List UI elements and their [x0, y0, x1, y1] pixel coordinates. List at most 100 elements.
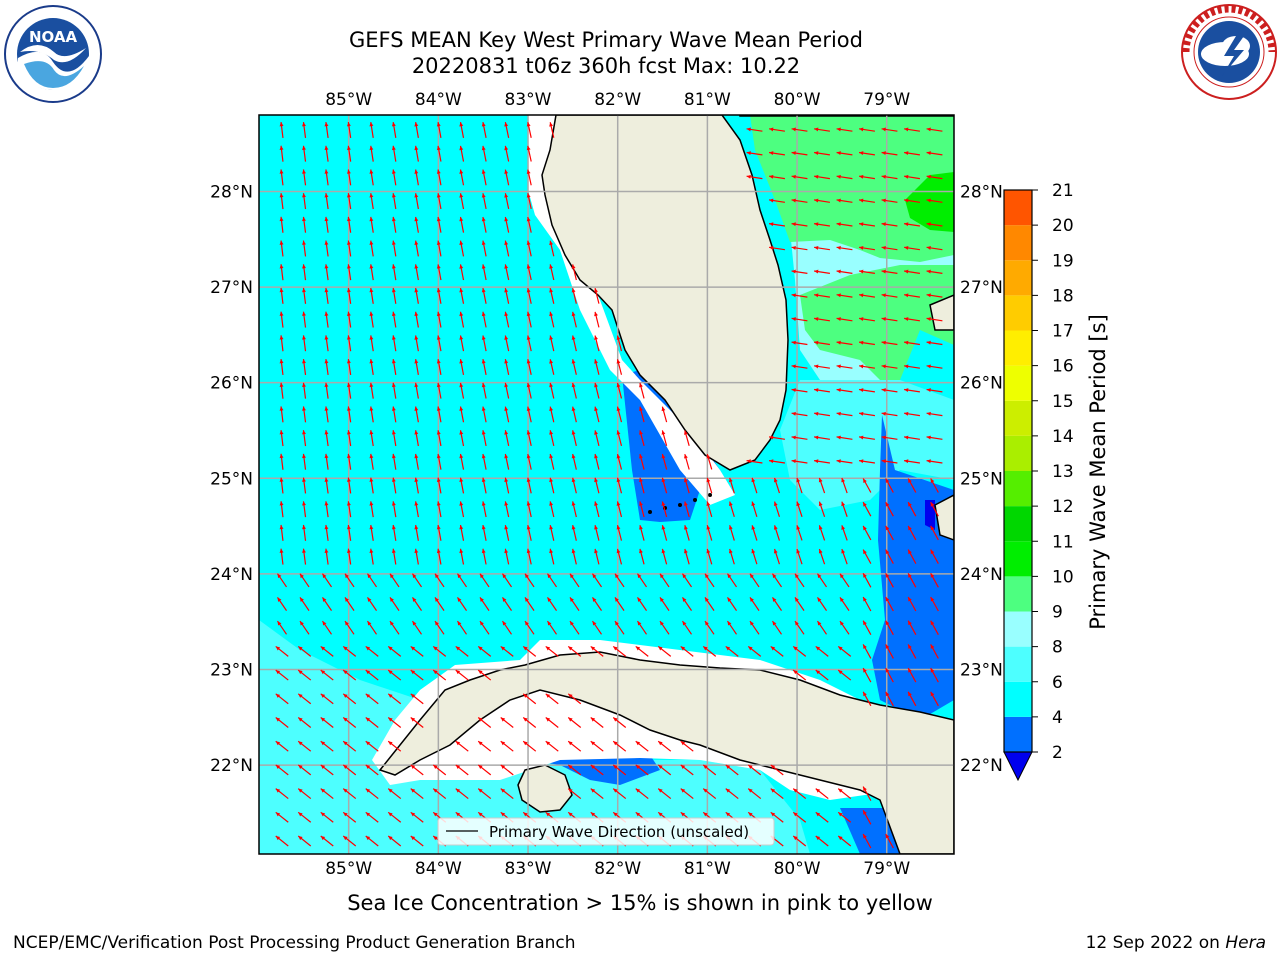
- wave-arrow: [391, 406, 397, 423]
- colorbar-tick-label: 14: [1052, 427, 1074, 447]
- wave-arrow: [791, 245, 808, 251]
- wave-arrow: [836, 269, 853, 274]
- wave-arrow: [661, 430, 668, 446]
- wave-arrow: [773, 501, 781, 518]
- wave-arrow: [455, 764, 469, 776]
- wave-arrow: [567, 740, 582, 752]
- wave-arrow: [814, 293, 830, 298]
- wave-arrow: [391, 169, 397, 186]
- wave-arrow: [769, 174, 785, 180]
- wave-arrow: [320, 835, 334, 847]
- wave-arrow: [594, 382, 600, 399]
- wave-arrow: [885, 549, 894, 564]
- wave-arrow: [346, 406, 352, 423]
- wave-arrow: [885, 478, 894, 493]
- wave-arrow: [571, 548, 577, 565]
- wave-arrow: [814, 222, 830, 227]
- wave-arrow: [907, 596, 917, 612]
- wave-arrow: [459, 216, 465, 233]
- wave-arrow: [661, 525, 668, 541]
- wave-arrow: [344, 597, 355, 611]
- axis-tick-labels: 85°W 85°W 84°W 84°W 83°W 83°W 82°W 82°W 81°W 81°W…: [210, 90, 1003, 879]
- wave-arrow: [477, 788, 492, 800]
- wave-arrow: [297, 835, 312, 847]
- wave-arrow: [436, 382, 442, 399]
- wave-arrow: [369, 406, 374, 423]
- wave-arrow: [747, 645, 762, 657]
- colorbar-tick-label: 11: [1052, 532, 1074, 552]
- wave-arrow: [859, 340, 875, 346]
- lon-tick-label-bottom: 81°W: [684, 859, 731, 879]
- wave-arrow: [369, 335, 374, 352]
- wave-arrow: [324, 216, 329, 233]
- lon-tick-label-bottom: 85°W: [325, 859, 372, 879]
- wave-arrow: [796, 548, 803, 565]
- wave-arrow: [477, 717, 492, 728]
- wave-arrow: [481, 406, 487, 423]
- wave-arrow: [794, 597, 805, 611]
- wave-arrow: [365, 811, 379, 823]
- wave-arrow: [414, 548, 419, 565]
- wave-arrow: [657, 764, 672, 776]
- wave-arrow: [391, 311, 397, 328]
- wave-arrow: [369, 548, 374, 565]
- wave-arrow: [436, 548, 442, 565]
- land-bahamas-abaco: [929, 294, 954, 331]
- wave-arrow: [859, 198, 875, 203]
- wave-arrow: [926, 411, 943, 417]
- wave-arrow: [459, 145, 465, 162]
- wave-arrow: [391, 501, 397, 518]
- wave-arrow: [680, 788, 694, 800]
- wave-arrow: [481, 311, 487, 328]
- wave-arrow: [841, 501, 848, 517]
- wave-arrow: [410, 835, 424, 847]
- wave-arrow: [481, 359, 487, 375]
- wave-arrow: [526, 216, 532, 233]
- colorbar-tick-label: 10: [1052, 567, 1074, 587]
- wave-arrow: [791, 293, 808, 298]
- wave-arrow: [770, 788, 784, 800]
- wave-arrow: [836, 411, 853, 417]
- wave-arrow: [837, 835, 852, 847]
- wave-arrow: [571, 477, 577, 494]
- wave-arrow: [414, 406, 419, 423]
- wave-arrow: [481, 524, 487, 541]
- wave-arrow: [346, 358, 352, 376]
- wave-arrow: [410, 788, 424, 800]
- wave-arrow: [930, 549, 939, 564]
- wave-arrow: [481, 477, 487, 494]
- wave-arrow: [324, 145, 329, 162]
- wave-arrow: [324, 453, 329, 470]
- wave-arrow: [522, 717, 537, 728]
- florida-keys-island: [708, 493, 712, 497]
- wave-arrow: [590, 764, 604, 776]
- wave-arrow: [926, 269, 943, 274]
- wave-arrow: [881, 127, 898, 132]
- wave-arrow: [859, 151, 875, 156]
- wave-arrow: [704, 597, 715, 611]
- wave-arrow: [526, 287, 532, 304]
- wave-arrow: [346, 501, 352, 518]
- wave-arrow: [616, 406, 623, 423]
- wave-arrow: [369, 169, 374, 186]
- wave-arrow: [794, 620, 805, 635]
- wave-arrow: [302, 240, 307, 257]
- wave-arrow: [794, 573, 805, 588]
- wave-arrow: [859, 269, 875, 274]
- wave-arrow: [459, 193, 465, 210]
- wave-arrow: [414, 524, 419, 541]
- wave-arrow: [479, 620, 490, 635]
- wave-arrow: [414, 240, 419, 257]
- wave-arrow: [926, 364, 943, 369]
- wave-arrow: [926, 435, 943, 440]
- wave-arrow: [549, 477, 555, 494]
- lat-tick-label-right: 22°N: [960, 756, 1003, 776]
- wave-arrow: [907, 667, 917, 683]
- wave-arrow: [571, 359, 577, 375]
- wave-arrow: [614, 620, 625, 635]
- colorbar-under-triangle: [1003, 751, 1033, 782]
- wave-arrow: [436, 122, 442, 138]
- wave-arrow: [930, 501, 939, 517]
- wave-arrow: [881, 269, 898, 274]
- wave-arrow: [571, 406, 577, 423]
